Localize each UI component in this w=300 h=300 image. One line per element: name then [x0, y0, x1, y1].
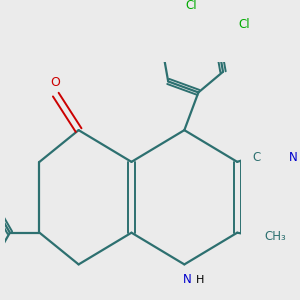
- Text: N: N: [289, 151, 297, 164]
- Text: Cl: Cl: [238, 18, 250, 32]
- Text: CH₃: CH₃: [264, 230, 286, 243]
- Text: O: O: [50, 76, 60, 89]
- Text: Cl: Cl: [186, 0, 197, 12]
- Text: C: C: [253, 151, 261, 164]
- Text: N: N: [183, 273, 192, 286]
- Text: H: H: [195, 274, 204, 285]
